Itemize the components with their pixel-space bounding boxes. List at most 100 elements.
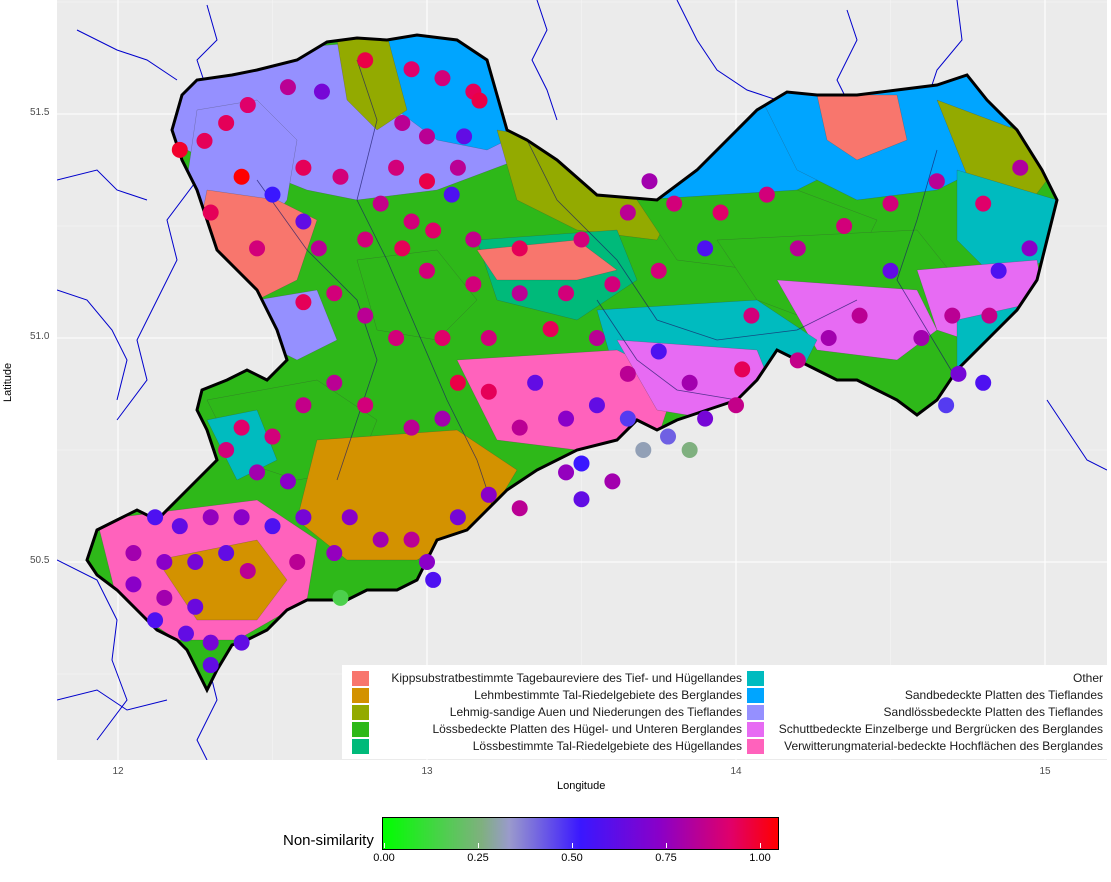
legend-label: Lehmig-sandige Auen und Niederungen des … <box>449 705 742 719</box>
saxony-map <box>57 0 1107 760</box>
legend-swatch <box>352 705 369 720</box>
data-point-105 <box>187 598 204 615</box>
data-point-84 <box>357 397 374 414</box>
legend-item-0: Kippsubstratbestimmte Tagebaureviere des… <box>352 671 742 686</box>
data-point-83 <box>403 419 420 436</box>
legend-item-9: Verwitterungmaterial-bedeckte Hochfläche… <box>747 739 1103 754</box>
data-point-55 <box>851 307 868 324</box>
data-point-41 <box>836 218 853 234</box>
legend-item-8: Schuttbedeckte Einzelberge und Bergrücke… <box>747 722 1103 737</box>
data-point-115 <box>425 571 442 588</box>
data-point-99 <box>156 554 173 570</box>
data-point-30 <box>425 222 442 239</box>
legend-label: Lössbestimmte Tal-Riedelgebiete des Hüge… <box>472 739 742 753</box>
data-point-57 <box>789 352 806 369</box>
data-point-34 <box>619 204 636 221</box>
data-point-107 <box>177 625 194 642</box>
data-point-60 <box>650 262 667 279</box>
data-point-13 <box>310 240 327 257</box>
data-point-32 <box>511 240 528 257</box>
data-point-80 <box>480 383 497 400</box>
data-point-16 <box>434 70 451 87</box>
colorbar-tick-label-0.75: 0.75 <box>655 852 677 864</box>
data-point-110 <box>202 657 219 674</box>
data-point-52 <box>950 365 967 382</box>
data-point-3 <box>239 97 256 114</box>
data-point-59 <box>734 361 751 378</box>
data-point-11 <box>202 204 219 221</box>
x-tick-label-14: 14 <box>730 766 742 777</box>
data-point-69 <box>388 330 405 346</box>
data-point-125 <box>635 442 652 458</box>
data-point-87 <box>264 428 281 445</box>
data-point-103 <box>125 576 142 593</box>
data-point-118 <box>332 589 349 606</box>
data-point-81 <box>449 374 466 391</box>
legend-item-7: Sandlössbedeckte Platten des Tieflandes <box>747 705 1103 720</box>
data-point-114 <box>419 554 435 570</box>
data-point-95 <box>202 509 219 526</box>
legend-label: Sandbedeckte Platten des Tieflandes <box>904 688 1103 702</box>
data-point-85 <box>326 374 343 391</box>
legend-item-1: Lehmbestimmte Tal-Riedelgebiete des Berg… <box>352 688 742 703</box>
legend-item-3: Lössbedeckte Platten des Hügel- und Unte… <box>352 722 742 737</box>
data-point-75 <box>650 343 667 360</box>
data-point-42 <box>882 195 899 212</box>
y-axis-title: Latitude <box>2 362 14 402</box>
colorbar-tick <box>478 843 479 848</box>
data-point-44 <box>928 173 945 190</box>
data-point-82 <box>434 410 451 427</box>
data-point-127 <box>660 428 677 445</box>
data-point-65 <box>419 262 435 279</box>
data-point-25 <box>443 186 460 203</box>
data-point-86 <box>295 397 312 414</box>
region-24 <box>356 249 478 341</box>
data-point-22 <box>388 159 405 176</box>
data-point-77 <box>588 397 605 414</box>
data-point-92 <box>295 509 312 526</box>
colorbar-tick <box>384 843 385 848</box>
legend-label: Other <box>1072 671 1103 685</box>
data-point-106 <box>147 612 164 629</box>
data-point-39 <box>697 240 714 257</box>
data-point-54 <box>938 397 955 414</box>
inner-rivers <box>256 59 958 521</box>
legend-swatch <box>747 739 764 754</box>
data-point-38 <box>641 173 658 190</box>
data-point-51 <box>913 330 930 346</box>
data-point-26 <box>372 195 389 212</box>
data-point-100 <box>187 554 204 570</box>
data-point-101 <box>218 545 235 562</box>
legend-label: Kippsubstratbestimmte Tagebaureviere des… <box>391 671 742 685</box>
colorbar-tick-label-0.25: 0.25 <box>467 852 489 864</box>
x-tick-label-15: 15 <box>1039 766 1051 777</box>
data-point-8 <box>332 168 349 185</box>
data-point-79 <box>511 419 528 436</box>
data-point-35 <box>666 195 683 212</box>
saxony-border <box>85 33 1059 694</box>
data-point-50 <box>944 307 961 324</box>
data-point-62 <box>558 285 575 302</box>
data-point-97 <box>147 509 164 526</box>
data-point-71 <box>480 330 497 346</box>
data-point-20 <box>419 128 435 145</box>
data-point-4 <box>279 79 296 96</box>
x-tick-label-13: 13 <box>421 766 433 777</box>
data-point-49 <box>981 307 998 324</box>
data-point-5 <box>313 83 330 100</box>
similarity-points <box>125 52 1038 674</box>
legend-swatch <box>747 722 764 737</box>
data-point-67 <box>326 285 343 302</box>
data-point-78 <box>527 374 544 391</box>
data-point-36 <box>712 204 729 221</box>
data-point-33 <box>573 231 590 248</box>
data-point-128 <box>681 442 698 458</box>
data-point-18 <box>471 92 488 109</box>
data-point-116 <box>326 545 343 562</box>
legend-item-6: Sandbedeckte Platten des Tieflandes <box>747 688 1103 703</box>
legend-swatch <box>352 671 369 686</box>
data-point-121 <box>511 500 528 517</box>
data-point-7 <box>295 159 312 176</box>
colorbar-title: Non-similarity <box>283 832 374 849</box>
data-point-89 <box>218 442 235 458</box>
